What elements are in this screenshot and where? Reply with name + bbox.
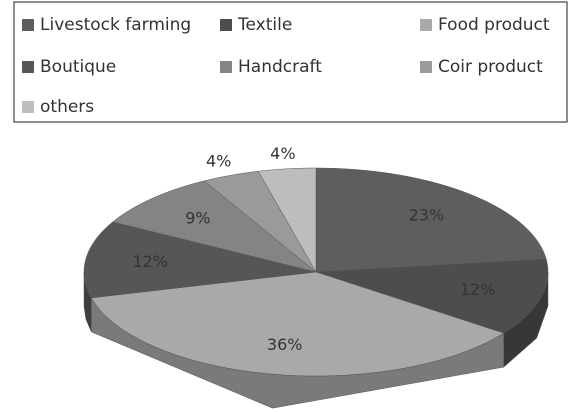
- data-label: 9%: [185, 209, 210, 228]
- slice: [83, 221, 317, 299]
- legend-swatch: [420, 61, 432, 73]
- data-label: 12%: [132, 252, 168, 271]
- slice: [203, 171, 317, 273]
- data-label: 23%: [409, 205, 445, 224]
- legend-box: [13, 1, 568, 123]
- legend-label: Coir product: [438, 57, 543, 77]
- legend-label: others: [40, 97, 94, 117]
- legend-label: Boutique: [40, 57, 116, 77]
- data-label: 4%: [206, 151, 231, 170]
- data-label: 12%: [460, 280, 496, 299]
- legend-swatch: [22, 101, 34, 113]
- legend-label: Handcraft: [238, 57, 322, 77]
- slice: [257, 167, 317, 273]
- legend-swatch: [22, 19, 34, 31]
- legend-swatch: [220, 19, 232, 31]
- slice: [315, 258, 549, 334]
- data-label: 4%: [270, 144, 295, 163]
- slice: [112, 180, 317, 273]
- legend-label: Livestock farming: [40, 15, 191, 35]
- legend-label: Food product: [438, 15, 550, 35]
- slice: [315, 167, 547, 273]
- legend-label: Textile: [237, 15, 292, 35]
- legend-swatch: [420, 19, 432, 31]
- data-label: 36%: [267, 335, 303, 354]
- slice: [90, 271, 505, 377]
- legend-swatch: [220, 61, 232, 73]
- legend-swatch: [22, 61, 34, 73]
